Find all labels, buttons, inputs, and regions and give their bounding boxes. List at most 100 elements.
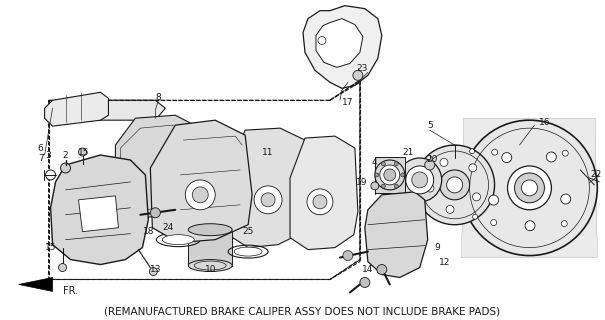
Circle shape — [491, 220, 497, 226]
Circle shape — [353, 70, 363, 80]
Circle shape — [522, 180, 537, 196]
Text: 2: 2 — [63, 150, 68, 160]
Circle shape — [307, 189, 333, 215]
Ellipse shape — [162, 235, 194, 244]
Text: 15: 15 — [78, 148, 90, 156]
Circle shape — [380, 165, 400, 185]
Polygon shape — [51, 155, 148, 265]
Circle shape — [473, 214, 477, 219]
Text: 8: 8 — [155, 93, 161, 102]
Circle shape — [561, 220, 567, 227]
Circle shape — [414, 184, 419, 189]
Circle shape — [446, 177, 463, 193]
Polygon shape — [116, 115, 210, 218]
Circle shape — [562, 150, 568, 156]
Circle shape — [371, 182, 379, 190]
Polygon shape — [316, 19, 363, 68]
Polygon shape — [188, 230, 232, 266]
Polygon shape — [290, 136, 358, 250]
Circle shape — [149, 268, 157, 276]
Polygon shape — [151, 120, 252, 243]
Polygon shape — [365, 192, 428, 277]
Circle shape — [397, 158, 442, 202]
Circle shape — [502, 153, 512, 163]
Circle shape — [45, 170, 56, 180]
Text: 16: 16 — [538, 118, 550, 127]
Circle shape — [381, 184, 385, 188]
Polygon shape — [462, 118, 597, 258]
Text: (REMANUFACTURED BRAKE CALIPER ASSY DOES NOT INCLUDE BRAKE PADS): (REMANUFACTURED BRAKE CALIPER ASSY DOES … — [104, 306, 500, 316]
Circle shape — [394, 162, 398, 166]
Circle shape — [462, 120, 597, 256]
Text: FR.: FR. — [62, 286, 77, 296]
Polygon shape — [88, 100, 165, 120]
Text: 18: 18 — [143, 227, 154, 236]
Circle shape — [489, 195, 499, 205]
Text: 25: 25 — [243, 227, 254, 236]
Circle shape — [525, 221, 535, 231]
Polygon shape — [19, 277, 53, 292]
Circle shape — [492, 149, 498, 155]
Text: 21: 21 — [402, 148, 413, 156]
Polygon shape — [228, 128, 312, 248]
Text: 13: 13 — [149, 265, 161, 274]
Circle shape — [151, 208, 160, 218]
Circle shape — [381, 162, 385, 166]
Text: 24: 24 — [163, 223, 174, 232]
Text: 22: 22 — [590, 171, 602, 180]
Circle shape — [440, 158, 448, 166]
Circle shape — [446, 205, 454, 213]
Text: 9: 9 — [435, 243, 440, 252]
Text: 5: 5 — [427, 121, 433, 130]
Text: 14: 14 — [362, 265, 373, 274]
Ellipse shape — [188, 260, 232, 271]
Polygon shape — [303, 6, 382, 88]
Circle shape — [561, 194, 571, 204]
Polygon shape — [79, 196, 119, 232]
Ellipse shape — [234, 247, 262, 256]
Circle shape — [261, 193, 275, 207]
Text: 6: 6 — [38, 144, 44, 153]
Circle shape — [546, 152, 557, 162]
Circle shape — [425, 160, 435, 170]
Circle shape — [185, 180, 215, 210]
Circle shape — [514, 173, 544, 203]
Circle shape — [440, 170, 469, 200]
Circle shape — [469, 149, 474, 154]
Text: 12: 12 — [439, 258, 450, 267]
Text: 4: 4 — [372, 158, 378, 167]
Circle shape — [60, 163, 71, 173]
Circle shape — [375, 173, 379, 177]
Circle shape — [254, 186, 282, 214]
Circle shape — [426, 184, 434, 192]
Circle shape — [401, 173, 405, 177]
Circle shape — [318, 36, 326, 44]
Text: 19: 19 — [356, 179, 368, 188]
Circle shape — [508, 166, 551, 210]
Circle shape — [377, 265, 387, 275]
Circle shape — [360, 277, 370, 287]
Circle shape — [415, 145, 494, 225]
Circle shape — [406, 166, 434, 194]
Polygon shape — [45, 92, 108, 126]
Text: 23: 23 — [356, 64, 368, 73]
Circle shape — [384, 169, 396, 181]
Circle shape — [79, 148, 87, 156]
Circle shape — [343, 251, 353, 260]
Ellipse shape — [188, 224, 232, 236]
Text: 20: 20 — [426, 156, 437, 164]
Text: 3: 3 — [46, 150, 51, 160]
Text: 17: 17 — [342, 98, 354, 107]
Circle shape — [469, 164, 477, 172]
Text: 11: 11 — [263, 148, 274, 156]
Polygon shape — [375, 157, 405, 193]
Circle shape — [59, 264, 67, 271]
Circle shape — [313, 195, 327, 209]
Circle shape — [375, 160, 405, 190]
Text: 10: 10 — [204, 265, 216, 274]
Circle shape — [473, 193, 480, 201]
Circle shape — [394, 184, 398, 188]
Circle shape — [192, 187, 208, 203]
Circle shape — [412, 172, 428, 188]
Text: 7: 7 — [38, 154, 44, 163]
